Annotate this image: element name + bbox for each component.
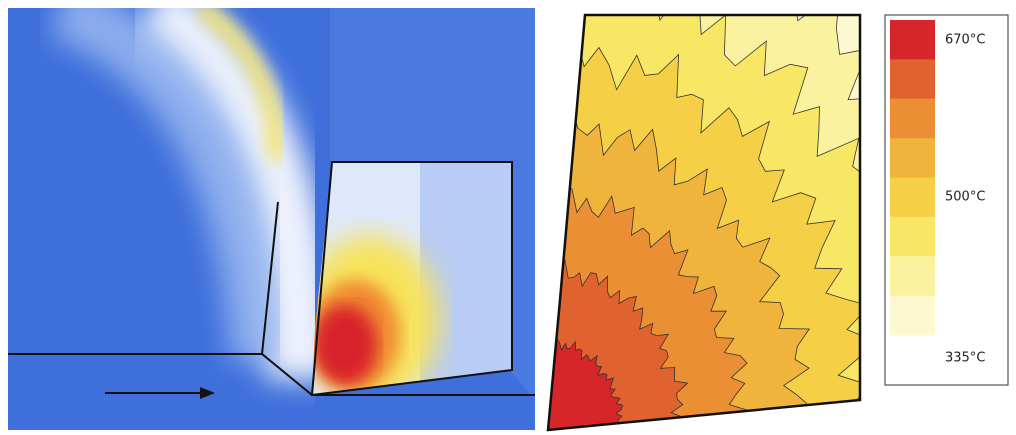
figure: 670°C 500°C 335°C [0,0,1016,435]
colorbar-swatch [890,138,935,178]
colorbar-label: 500°C [945,190,985,205]
colorbar-swatch [890,178,935,218]
thermal-image [8,8,535,430]
colorbar-swatch [890,256,935,296]
colorbar-swatch [890,296,935,336]
colorbar-swatch [890,217,935,257]
colorbar-swatch [890,20,935,60]
colorbar-label: 670°C [945,33,985,48]
colorbar-swatch [890,99,935,139]
colorbar-swatch [890,59,935,99]
colorbar-label: 335°C [945,351,985,366]
